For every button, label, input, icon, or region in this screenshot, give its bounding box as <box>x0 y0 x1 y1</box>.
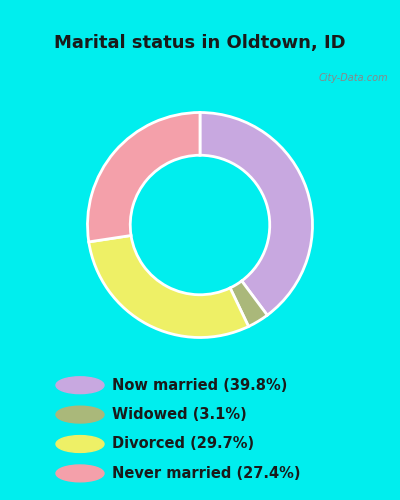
Circle shape <box>56 406 104 423</box>
Wedge shape <box>230 281 267 326</box>
Text: Now married (39.8%): Now married (39.8%) <box>112 378 287 392</box>
Text: City-Data.com: City-Data.com <box>318 73 388 83</box>
Circle shape <box>56 377 104 394</box>
Wedge shape <box>88 112 200 242</box>
Circle shape <box>56 436 104 452</box>
Wedge shape <box>200 112 312 315</box>
Circle shape <box>56 465 104 482</box>
Text: Divorced (29.7%): Divorced (29.7%) <box>112 436 254 452</box>
Wedge shape <box>89 236 248 338</box>
Text: Widowed (3.1%): Widowed (3.1%) <box>112 407 247 422</box>
Text: Never married (27.4%): Never married (27.4%) <box>112 466 300 481</box>
Text: Marital status in Oldtown, ID: Marital status in Oldtown, ID <box>54 34 346 52</box>
